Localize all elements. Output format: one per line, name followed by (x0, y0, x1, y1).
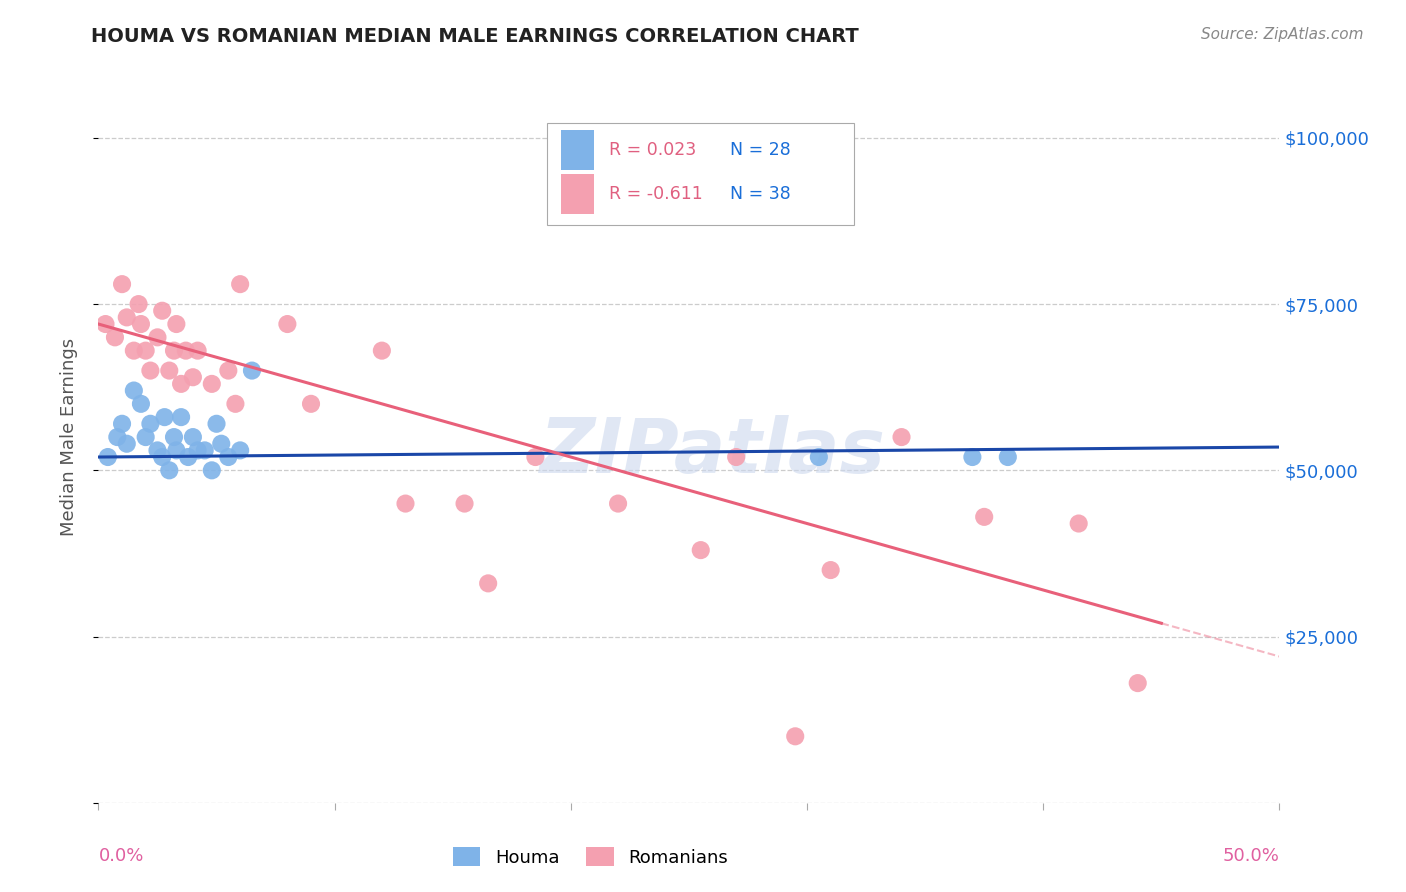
Point (111, 277, 134, 292)
Point (150, 303, 173, 318)
Legend: Houma, Romanians: Houma, Romanians (446, 840, 735, 874)
Point (115, 310, 138, 325)
Text: Source: ZipAtlas.com: Source: ZipAtlas.com (1201, 27, 1364, 42)
Point (394, 497, 416, 511)
Point (105, 430, 128, 444)
Point (217, 450, 239, 464)
Point (229, 443, 252, 458)
Point (371, 343, 394, 358)
Point (128, 297, 150, 311)
Point (139, 363, 162, 377)
Y-axis label: Median Male Earnings: Median Male Earnings (59, 338, 77, 536)
Point (139, 417, 162, 431)
Point (240, 363, 263, 377)
Point (607, 497, 630, 511)
FancyBboxPatch shape (561, 174, 595, 214)
Point (122, 384, 145, 398)
Point (276, 317, 298, 331)
Point (157, 463, 180, 477)
Point (187, 443, 209, 458)
Text: HOUMA VS ROMANIAN MEDIAN MALE EARNINGS CORRELATION CHART: HOUMA VS ROMANIAN MEDIAN MALE EARNINGS C… (91, 27, 859, 45)
Point (224, 397, 246, 411)
Point (122, 343, 145, 358)
Point (201, 376, 224, 391)
Text: 0.0%: 0.0% (98, 847, 143, 864)
Point (194, 443, 217, 458)
Point (153, 410, 176, 425)
Point (170, 376, 193, 391)
Point (135, 343, 157, 358)
Text: R = -0.611: R = -0.611 (609, 186, 703, 203)
Point (165, 443, 187, 458)
Point (115, 436, 138, 450)
Point (157, 363, 180, 377)
Point (962, 450, 984, 464)
Point (163, 430, 186, 444)
Point (453, 497, 475, 511)
Point (477, 576, 499, 591)
Point (187, 343, 209, 358)
Point (104, 330, 127, 344)
Point (1067, 516, 1090, 531)
Point (229, 277, 252, 292)
Point (205, 417, 228, 431)
Point (689, 543, 711, 558)
Point (1126, 676, 1149, 690)
Text: R = 0.023: R = 0.023 (609, 141, 696, 160)
Point (890, 430, 912, 444)
Point (524, 450, 547, 464)
Point (997, 450, 1019, 464)
Point (725, 450, 748, 464)
Point (181, 430, 204, 444)
Point (973, 509, 995, 524)
Text: N = 28: N = 28 (730, 141, 792, 160)
Point (299, 397, 322, 411)
Point (150, 450, 173, 464)
Point (201, 463, 224, 477)
Point (170, 410, 193, 425)
Point (209, 436, 232, 450)
FancyBboxPatch shape (547, 122, 855, 225)
Point (97, 450, 120, 464)
Point (146, 330, 169, 344)
Point (174, 343, 197, 358)
Text: ZIPatlas: ZIPatlas (540, 415, 886, 489)
Point (129, 397, 152, 411)
Point (177, 450, 200, 464)
Text: 50.0%: 50.0% (1223, 847, 1279, 864)
Point (785, 729, 807, 743)
Point (820, 563, 842, 577)
Point (129, 317, 152, 331)
Point (111, 417, 134, 431)
Point (807, 450, 830, 464)
Point (181, 370, 204, 384)
Point (163, 343, 186, 358)
Point (146, 443, 169, 458)
Point (165, 317, 187, 331)
Point (135, 430, 157, 444)
Text: N = 38: N = 38 (730, 186, 792, 203)
Point (217, 363, 239, 377)
Point (94, 317, 117, 331)
FancyBboxPatch shape (561, 130, 595, 170)
